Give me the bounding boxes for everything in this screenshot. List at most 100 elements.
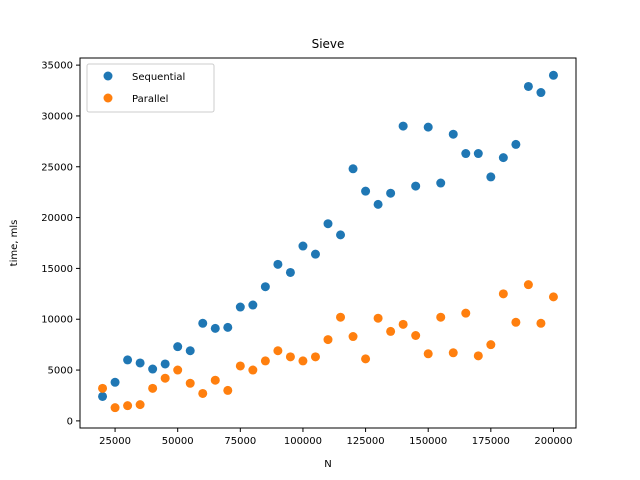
point-sequential-18: [323, 219, 333, 229]
point-sequential-26: [423, 122, 433, 132]
point-sequential-27: [436, 178, 446, 188]
y-tick-label: 15000: [41, 264, 73, 275]
point-parallel-18: [323, 335, 333, 345]
point-sequential-21: [361, 186, 371, 196]
plot-frame: [79, 57, 577, 429]
point-sequential-34: [523, 81, 533, 91]
point-sequential-31: [486, 172, 496, 182]
point-parallel-3: [135, 400, 145, 410]
point-parallel-16: [298, 356, 308, 366]
point-sequential-35: [536, 88, 546, 98]
y-axis-label: time, mls: [9, 220, 20, 267]
point-sequential-24: [398, 121, 408, 131]
point-parallel-2: [123, 401, 133, 411]
point-sequential-9: [210, 323, 220, 333]
point-sequential-29: [461, 149, 471, 159]
point-parallel-30: [473, 351, 483, 361]
point-parallel-31: [486, 340, 496, 350]
point-parallel-19: [336, 312, 346, 322]
point-parallel-14: [273, 346, 283, 356]
point-sequential-12: [248, 300, 258, 310]
x-tick-label: 125000: [346, 436, 384, 447]
point-parallel-20: [348, 332, 358, 342]
point-parallel-34: [523, 280, 533, 290]
point-parallel-33: [511, 317, 521, 327]
x-tick-label: 50000: [162, 436, 194, 447]
point-parallel-23: [386, 326, 396, 336]
point-parallel-21: [361, 354, 371, 364]
point-sequential-20: [348, 164, 358, 174]
point-parallel-15: [285, 352, 295, 362]
x-axis: 25000 50000 75000 100000 125000 150000 175000 2…: [99, 428, 573, 447]
y-tick-label: 25000: [41, 162, 73, 173]
point-sequential-16: [298, 241, 308, 251]
legend-box: [86, 63, 215, 113]
y-tick-label: 20000: [41, 213, 73, 224]
point-parallel-1: [110, 403, 120, 413]
point-parallel-4: [148, 383, 158, 393]
point-parallel-8: [198, 388, 208, 398]
x-tick-label: 175000: [472, 436, 510, 447]
point-parallel-10: [223, 385, 233, 395]
x-axis-label: N: [324, 459, 331, 470]
point-sequential-1: [110, 377, 120, 387]
point-parallel-6: [173, 365, 183, 375]
y-tick-label: 0: [67, 416, 73, 427]
legend-label-sequential: Sequential: [132, 72, 185, 83]
point-sequential-28: [448, 129, 458, 139]
point-parallel-28: [448, 348, 458, 358]
point-sequential-19: [336, 230, 346, 240]
point-sequential-32: [498, 153, 508, 163]
point-sequential-7: [185, 346, 195, 356]
point-sequential-33: [511, 139, 521, 149]
point-sequential-5: [160, 359, 170, 369]
y-tick-label: 30000: [41, 111, 73, 122]
point-sequential-8: [198, 318, 208, 328]
point-parallel-36: [548, 292, 558, 302]
point-parallel-9: [210, 375, 220, 385]
legend-marker-sequential: [103, 71, 113, 81]
x-tick-label: 25000: [99, 436, 131, 447]
x-tick-label: 75000: [224, 436, 256, 447]
point-parallel-11: [235, 361, 245, 371]
point-parallel-0: [98, 383, 108, 393]
x-tick-label: 200000: [534, 436, 572, 447]
y-axis: 0 5000 10000 15000 20000 25000 30000 35000: [41, 61, 80, 427]
point-sequential-11: [235, 302, 245, 312]
point-sequential-4: [148, 364, 158, 374]
point-sequential-17: [310, 249, 320, 259]
point-sequential-13: [260, 282, 270, 292]
point-sequential-36: [548, 70, 558, 80]
point-parallel-17: [310, 352, 320, 362]
point-sequential-0: [98, 391, 108, 401]
point-sequential-3: [135, 358, 145, 368]
point-parallel-24: [398, 319, 408, 329]
point-sequential-10: [223, 322, 233, 332]
point-sequential-2: [123, 355, 133, 365]
y-tick-label: 10000: [41, 315, 73, 326]
point-parallel-25: [411, 331, 421, 340]
legend-marker-parallel: [103, 93, 113, 103]
point-sequential-23: [386, 188, 396, 198]
point-parallel-13: [260, 356, 270, 366]
plot-area: [98, 70, 558, 413]
x-tick-label: 150000: [409, 436, 447, 447]
y-tick-label: 5000: [48, 366, 73, 377]
point-sequential-30: [473, 149, 483, 159]
point-sequential-6: [173, 342, 183, 352]
point-parallel-26: [423, 349, 433, 359]
point-sequential-22: [373, 199, 383, 209]
point-parallel-35: [536, 318, 546, 328]
legend-label-parallel: Parallel: [132, 94, 168, 105]
point-parallel-7: [185, 378, 195, 388]
point-parallel-32: [498, 289, 508, 299]
point-parallel-12: [248, 365, 258, 375]
point-parallel-5: [160, 373, 170, 383]
point-sequential-14: [273, 259, 283, 269]
chart-title: Sieve: [312, 37, 345, 51]
point-sequential-25: [411, 181, 421, 191]
point-sequential-15: [285, 267, 295, 277]
y-tick-label: 35000: [41, 61, 73, 72]
point-parallel-27: [436, 312, 446, 322]
